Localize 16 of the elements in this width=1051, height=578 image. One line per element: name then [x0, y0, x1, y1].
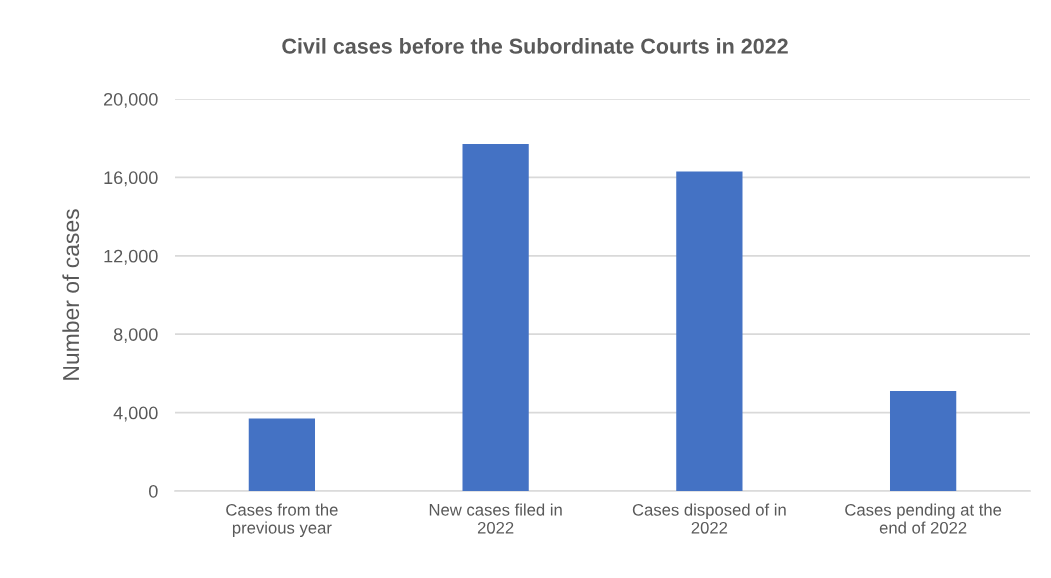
bar: [676, 171, 743, 491]
y-tick-label: 20,000: [104, 92, 158, 108]
y-tick-label: 12,000: [104, 249, 158, 265]
bar: [462, 144, 529, 491]
y-tick-label: 4,000: [113, 406, 158, 422]
x-tick-label: Cases pending at the end of 2022: [845, 503, 1002, 534]
x-tick-label: New cases filed in 2022: [429, 503, 562, 534]
y-tick-label: 8,000: [113, 328, 158, 344]
y-tick-label: 16,000: [104, 171, 158, 187]
y-tick-label: 0: [149, 484, 158, 498]
bar: [248, 418, 316, 491]
chart-title: Civil cases before the Subordinate Courts in 2022: [282, 37, 788, 54]
x-tick-label: Cases disposed of in 2022: [632, 503, 786, 534]
x-tick-label: Cases from the previous year: [226, 503, 338, 537]
y-axis-title: Number of cases: [62, 209, 80, 380]
bar: [889, 391, 957, 491]
